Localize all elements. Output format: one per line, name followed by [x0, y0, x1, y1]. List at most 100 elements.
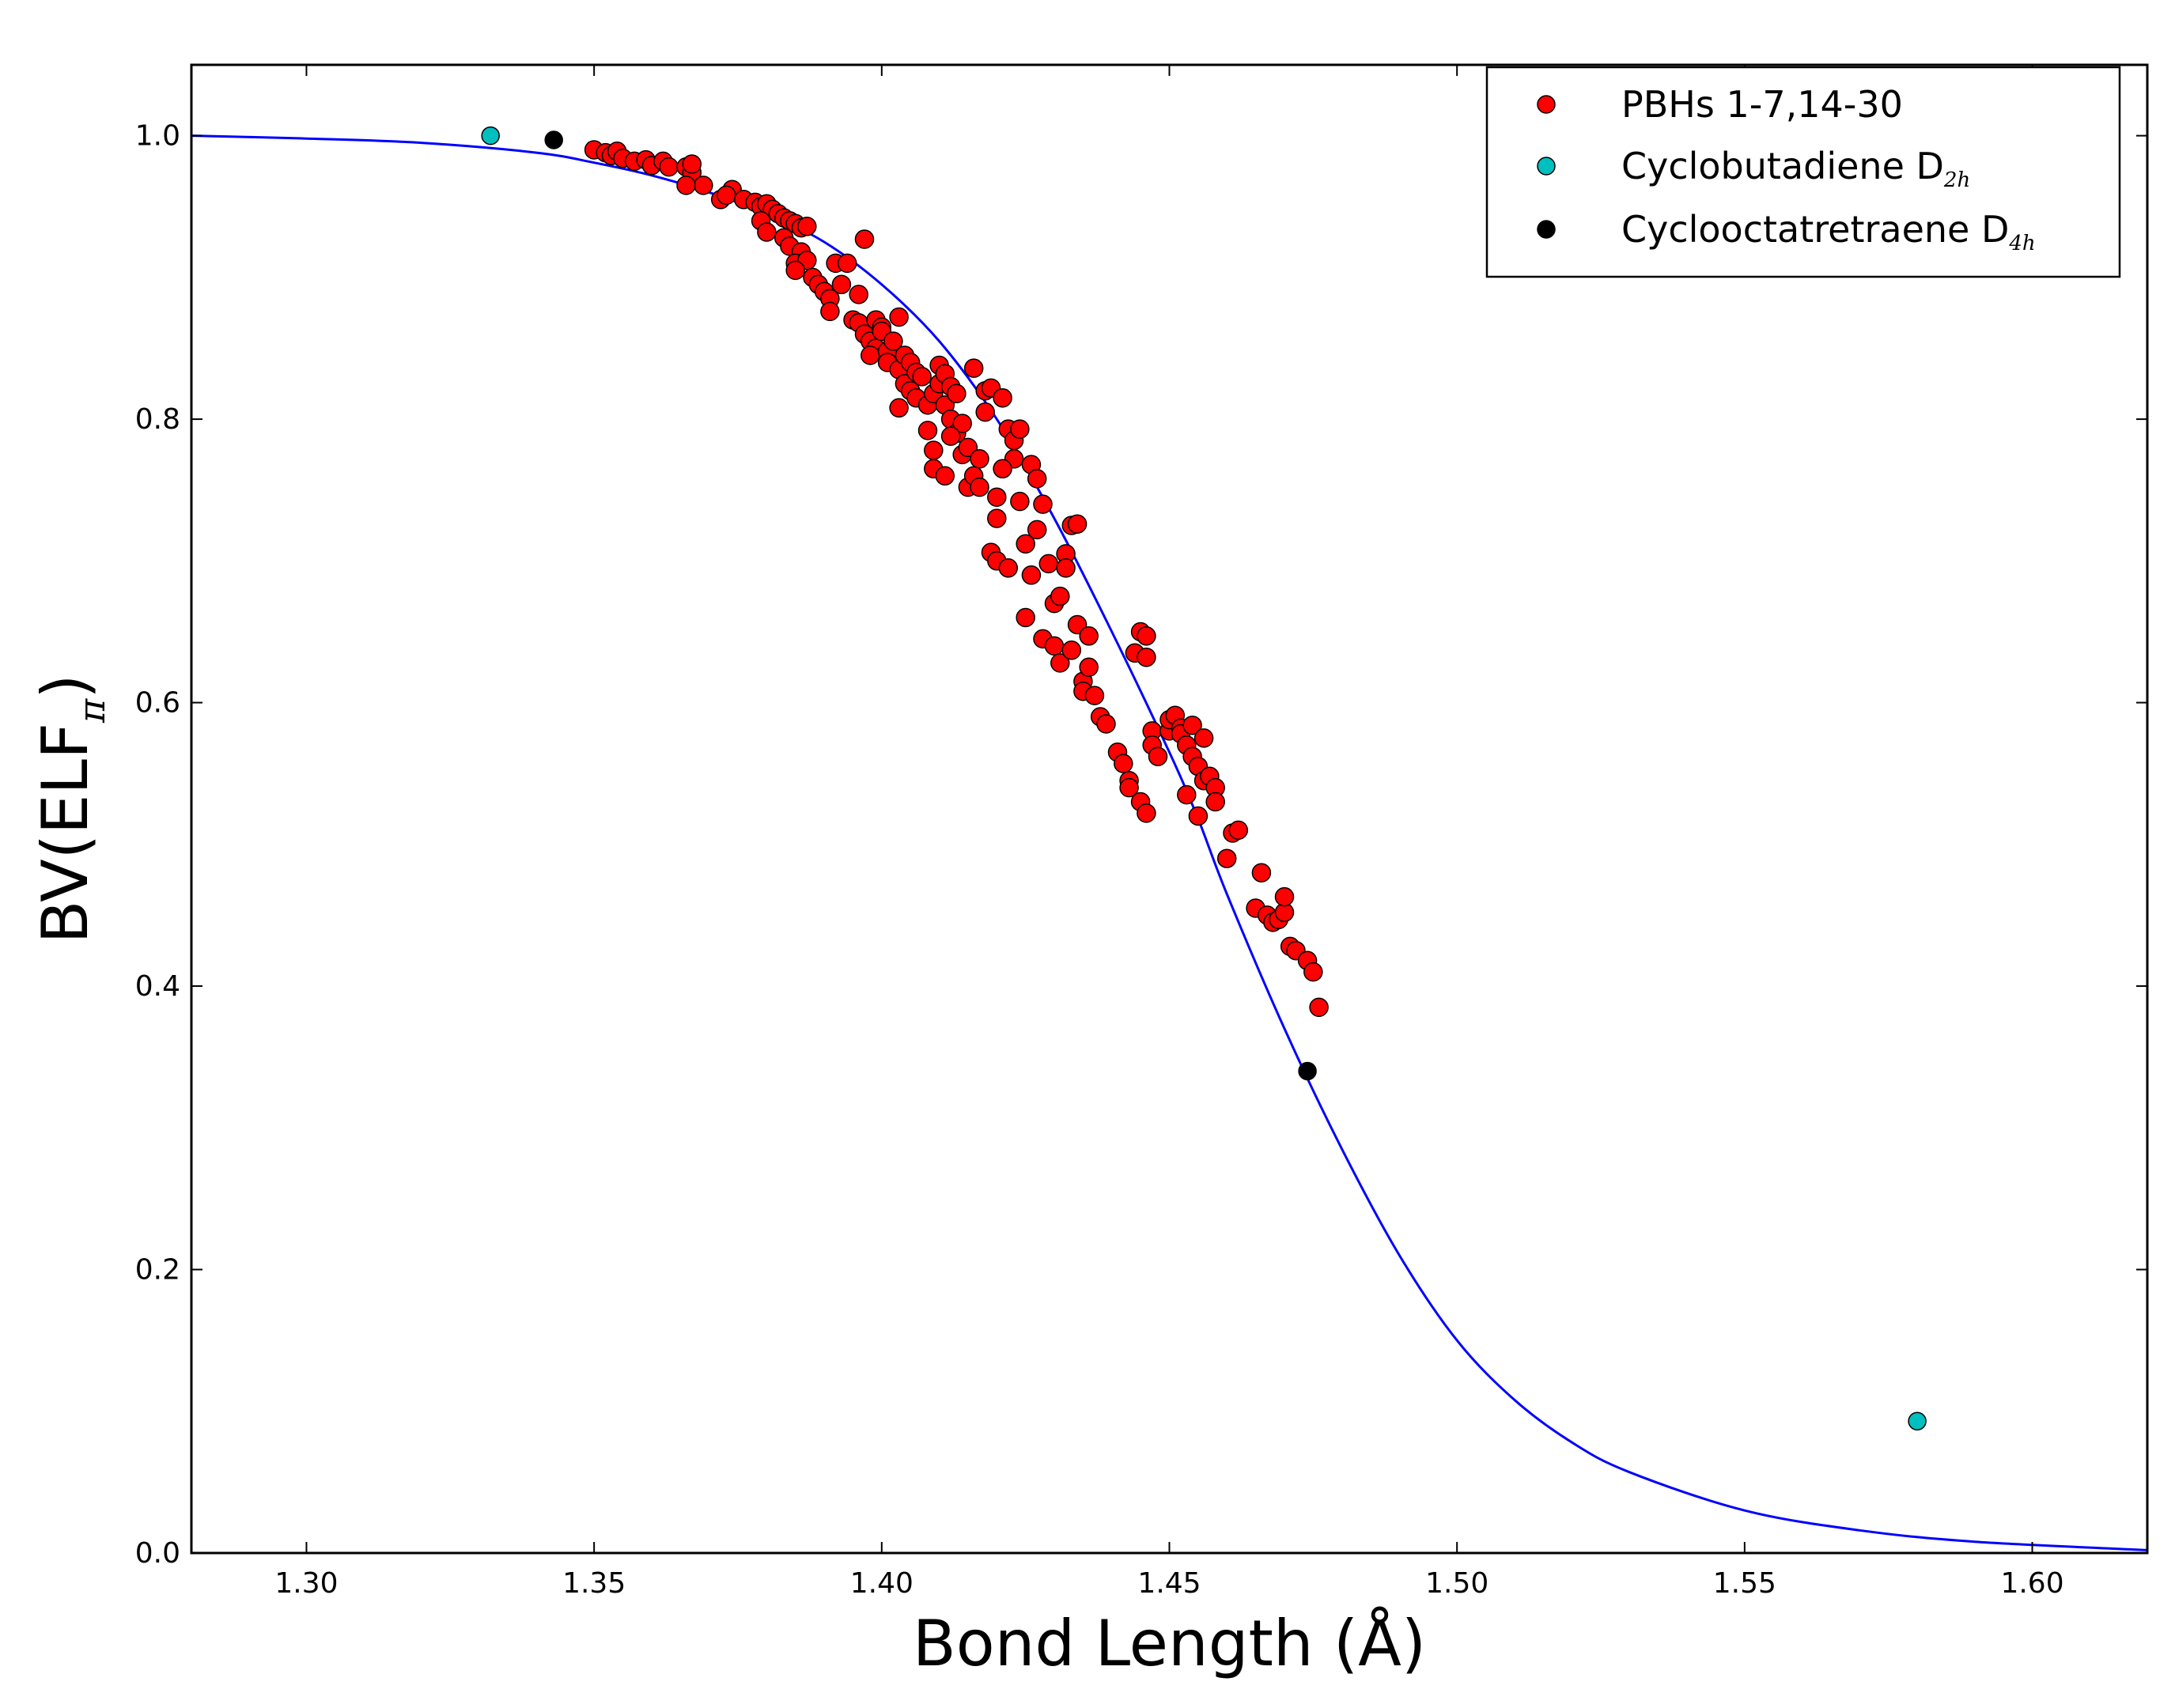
data-point-pbhs: [785, 260, 805, 281]
x-tick-label: 1.60: [2000, 1567, 2063, 1600]
x-tick-label: 1.50: [1425, 1567, 1488, 1600]
data-point-pbhs: [952, 414, 972, 433]
data-point-pbhs: [1274, 886, 1295, 907]
legend-label-cyclooctatetraene-subscript: 4h: [2008, 232, 2035, 255]
data-point-pbhs: [1148, 746, 1168, 766]
data-point-pbhs: [1084, 686, 1105, 705]
data-point-pbhs: [694, 176, 713, 195]
data-point-pbhs: [993, 459, 1012, 479]
data-point-pbhs: [889, 398, 909, 418]
data-point-pbhs: [940, 426, 961, 446]
legend-marker-pbhs: [1537, 95, 1556, 114]
data-point-pbhs: [1137, 647, 1156, 667]
data-point-pbhs: [1056, 558, 1076, 578]
data-point-pbhs: [797, 217, 817, 236]
x-tick-label: 1.35: [562, 1567, 626, 1600]
x-axis-label: Bond Length (Å): [913, 1606, 1426, 1680]
legend-label-cyclooctatetraene-main: Cyclooctatretraene D: [1621, 208, 2009, 251]
legend-marker-cyclooctatetraene: [1537, 220, 1556, 239]
data-point-pbhs: [1177, 784, 1197, 805]
data-point-pbhs: [854, 229, 875, 249]
data-point-pbhs: [1050, 586, 1070, 606]
data-point-pbhs: [1038, 554, 1059, 574]
y-tick-label: 0.2: [135, 1254, 180, 1287]
data-point-pbhs: [970, 449, 989, 469]
data-point-pbhs: [975, 402, 995, 422]
fit-curve-layer: [191, 134, 2147, 1551]
data-point-pbhs: [958, 437, 978, 458]
x-tick-label: 1.30: [274, 1567, 338, 1600]
data-point-pbhs: [889, 307, 909, 327]
data-point-pbhs: [837, 253, 857, 274]
data-point-pbhs: [676, 176, 696, 195]
data-point-pbhs: [849, 285, 868, 304]
data-point-pbhs: [1182, 715, 1202, 735]
data-point-pbhs: [1010, 419, 1030, 439]
data-point-pbhs: [1033, 494, 1053, 514]
data-point-pbhs: [659, 157, 679, 177]
data-point-cyclobutadiene: [1908, 1411, 1927, 1431]
y-tick-label: 0.6: [135, 687, 180, 720]
data-point-pbhs: [1096, 714, 1116, 734]
x-tick-label: 1.45: [1137, 1567, 1201, 1600]
data-point-pbhs: [757, 222, 777, 242]
data-point-cyclobutadiene: [481, 126, 500, 145]
data-point-pbhs: [820, 301, 840, 322]
y-axis-label: BV(ELFπ): [28, 675, 113, 944]
data-point-pbhs: [1137, 626, 1156, 646]
data-point-pbhs: [1027, 520, 1047, 540]
x-tick-label: 1.40: [850, 1567, 914, 1600]
data-point-pbhs: [1016, 534, 1035, 554]
y-axis-label-close: ): [28, 675, 102, 699]
y-tick-label: 1.0: [135, 120, 180, 153]
data-points-layer: [481, 126, 1927, 1431]
data-point-pbhs: [970, 477, 989, 497]
data-point-pbhs: [1044, 636, 1065, 656]
y-axis-label-subscript: π: [70, 698, 113, 724]
legend-label-cyclobutadiene-subscript: 2h: [1943, 168, 1970, 192]
data-point-pbhs: [1016, 607, 1035, 628]
data-point-pbhs: [1067, 614, 1088, 635]
data-point-pbhs: [998, 558, 1019, 578]
legend-label-cyclobutadiene-main: Cyclobutadiene D: [1621, 145, 1944, 187]
legend-label-cyclooctatetraene: Cyclooctatretraene D4h: [1621, 208, 2036, 255]
data-point-pbhs: [924, 440, 944, 460]
y-tick-label: 0.0: [135, 1537, 180, 1570]
data-point-pbhs: [912, 367, 932, 387]
axis-ticks-layer: 1.30 1.35 1.40 1.45 1.50 1.55 1.60 0.0 0.2 0.4 0.6…: [135, 65, 2147, 1600]
y-tick-label: 0.8: [135, 403, 180, 436]
data-point-pbhs: [861, 346, 880, 365]
data-point-pbhs: [1027, 469, 1047, 489]
x-tick-label: 1.55: [1713, 1567, 1776, 1600]
data-point-pbhs: [1205, 792, 1225, 812]
data-point-pbhs: [1114, 754, 1133, 773]
data-point-pbhs: [1021, 565, 1042, 585]
data-point-pbhs: [1079, 626, 1099, 646]
data-point-pbhs: [1193, 728, 1214, 748]
data-point-pbhs: [717, 185, 736, 206]
data-point-pbhs: [935, 466, 955, 486]
data-point-pbhs: [1010, 491, 1030, 512]
data-point-pbhs: [682, 154, 702, 174]
data-point-cyclooctatetraene: [544, 130, 563, 149]
legend: PBHs 1-7,14-30 Cyclobutadiene D2h Cycloo…: [1485, 66, 2121, 278]
data-point-pbhs: [1067, 514, 1088, 534]
legend-box: [1485, 66, 2121, 278]
data-point-pbhs: [1079, 657, 1099, 678]
legend-label-pbhs: PBHs 1-7,14-30: [1621, 83, 1903, 126]
data-point-pbhs: [1137, 803, 1156, 823]
data-point-pbhs: [1050, 653, 1070, 673]
data-point-cyclooctatetraene: [1298, 1061, 1317, 1081]
data-point-pbhs: [1251, 863, 1272, 882]
legend-marker-cyclobutadiene: [1537, 157, 1556, 176]
data-point-pbhs: [993, 387, 1012, 408]
data-point-pbhs: [1119, 777, 1139, 798]
data-point-pbhs: [1188, 806, 1209, 826]
data-point-pbhs: [1303, 962, 1323, 982]
legend-label-cyclobutadiene: Cyclobutadiene D2h: [1621, 145, 1970, 192]
data-point-pbhs: [987, 487, 1007, 507]
data-point-pbhs: [917, 421, 938, 440]
data-point-pbhs: [987, 508, 1007, 528]
fit-curve: [191, 134, 2147, 1551]
